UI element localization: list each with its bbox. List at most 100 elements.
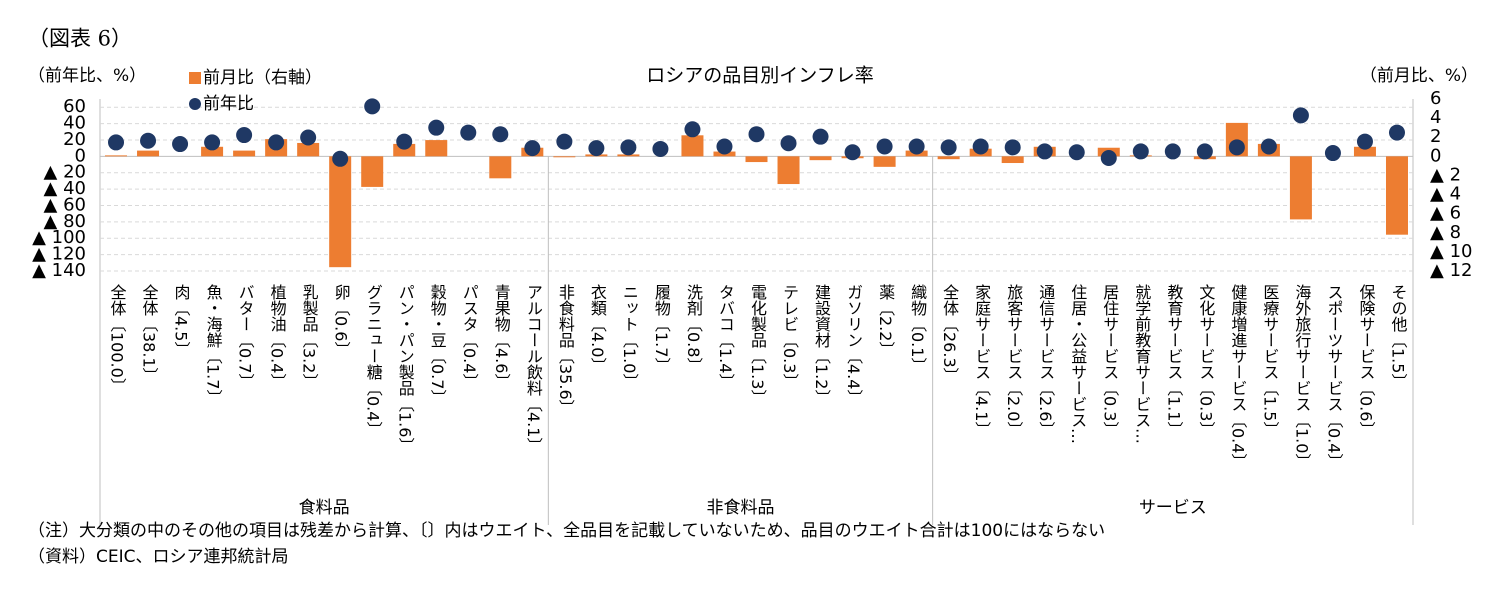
- dot: [108, 134, 125, 151]
- x-tick-label: テレビ〔0.3〕: [780, 284, 799, 389]
- bar: [873, 156, 896, 167]
- x-tick-label: 就学前教育サービス…: [1132, 284, 1151, 444]
- y2-tick-label: 2: [1430, 126, 1441, 147]
- y2-tick-label: ▲ 2: [1430, 164, 1461, 185]
- dot: [684, 121, 701, 138]
- x-tick-label: アルコール飲料〔4.1〕: [524, 284, 543, 453]
- dot: [812, 128, 829, 145]
- dot: [1388, 124, 1405, 141]
- note: （注）大分類の中のその他の項目は残差から計算、〔〕内はウエイト、全品目を記載して…: [28, 521, 1105, 541]
- x-tick-label: 建設資材〔1.2〕: [812, 284, 831, 405]
- x-tick-label: 全体〔38.1〕: [140, 284, 159, 384]
- dot: [300, 129, 317, 146]
- dot: [844, 144, 861, 161]
- x-tick-label: 海外旅行サービス〔1.0〕: [1292, 284, 1311, 469]
- x-tick-label: 保険サービス〔0.6〕: [1356, 284, 1375, 437]
- x-tick-label: スポーツサービス〔0.4〕: [1324, 284, 1343, 469]
- x-tick-label: 青果物〔4.6〕: [492, 284, 511, 389]
- x-tick-label: 電化製品〔1.3〕: [748, 284, 767, 405]
- group-label: 非食料品: [706, 498, 774, 518]
- x-tick-label: 居住サービス〔0.3〕: [1100, 284, 1119, 437]
- x-tick-label: グラニュー糖〔0.4〕: [364, 284, 383, 437]
- chart-title: ロシアの品目別インフレ率: [646, 65, 873, 87]
- dot: [524, 140, 541, 157]
- bar: [105, 155, 128, 157]
- dot: [1228, 139, 1245, 156]
- y2-tick-label: ▲ 12: [1430, 260, 1472, 281]
- bar: [1289, 156, 1312, 220]
- x-tick-label: 非食料品〔35.6〕: [556, 284, 575, 416]
- dot: [396, 133, 413, 150]
- y2-tick-label: ▲ 10: [1430, 241, 1472, 262]
- dot: [716, 138, 733, 155]
- y-tick-label: 40: [63, 113, 86, 134]
- dot: [1292, 107, 1309, 124]
- dot: [1324, 145, 1341, 162]
- bar: [681, 135, 704, 157]
- y2-tick-label: ▲ 4: [1430, 184, 1461, 205]
- x-tick-label: 健康増進サービス〔0.4〕: [1228, 284, 1247, 469]
- bar: [1001, 156, 1024, 164]
- dot: [748, 126, 765, 143]
- bar: [201, 146, 224, 157]
- x-tick-label: 洗剤〔0.8〕: [684, 284, 703, 373]
- bar: [553, 156, 576, 158]
- y-tick-label: ▲ 100: [32, 227, 86, 248]
- dot: [556, 133, 573, 150]
- x-tick-label: バター〔0.7〕: [236, 284, 255, 389]
- dot: [1356, 133, 1373, 150]
- dot: [940, 139, 957, 156]
- bar: [361, 156, 384, 187]
- x-tick-label: 肉〔4.5〕: [172, 284, 191, 357]
- x-tick-label: 履物〔1.7〕: [652, 284, 671, 373]
- dot: [428, 119, 445, 136]
- bar: [329, 156, 352, 268]
- group-label: 食料品: [299, 498, 350, 518]
- dot: [460, 124, 477, 141]
- dot: [1100, 149, 1117, 166]
- bar: [137, 150, 160, 157]
- dot: [1004, 139, 1021, 156]
- y2-tick-label: 4: [1430, 107, 1441, 128]
- y2-axis-label: （前月比、%）: [1360, 66, 1478, 86]
- y-tick-label: ▲ 20: [44, 162, 86, 183]
- x-tick-label: 通信サービス〔2.6〕: [1036, 284, 1055, 437]
- x-tick-label: 文化サービス〔0.3〕: [1196, 284, 1215, 437]
- y2-tick-label: ▲ 6: [1430, 203, 1461, 224]
- x-tick-label: パン・パン製品〔1.6〕: [396, 284, 415, 453]
- dot: [268, 134, 285, 151]
- dot: [204, 134, 221, 151]
- dot: [492, 126, 509, 143]
- bar: [809, 156, 832, 161]
- dot: [652, 140, 669, 157]
- dot: [172, 136, 189, 153]
- bar: [1385, 156, 1408, 235]
- dot: [1164, 143, 1181, 160]
- legend-swatch: [189, 72, 201, 84]
- x-tick-label: 家庭サービス〔4.1〕: [972, 284, 991, 437]
- dot: [364, 98, 381, 115]
- dot: [588, 140, 605, 157]
- legend-label: 前年比: [203, 94, 254, 114]
- bar: [777, 156, 800, 185]
- y2-tick-label: 0: [1430, 145, 1441, 166]
- dot: [1260, 138, 1277, 155]
- dot: [332, 150, 349, 167]
- x-tick-label: 薬〔2.2〕: [876, 284, 895, 357]
- note: （資料）CEIC、ロシア連邦統計局: [28, 547, 289, 567]
- dot: [1132, 143, 1149, 160]
- x-tick-label: パスタ〔0.4〕: [460, 284, 479, 389]
- bar: [297, 142, 320, 157]
- x-tick-label: 穀物・豆〔0.7〕: [428, 284, 447, 405]
- dot: [1036, 143, 1053, 160]
- y-tick-label: ▲ 80: [44, 211, 86, 232]
- y-tick-label: ▲ 60: [44, 194, 86, 215]
- bar: [937, 156, 960, 160]
- y-tick-label: 20: [63, 129, 86, 150]
- dot: [140, 132, 157, 149]
- bar: [745, 156, 768, 163]
- dot: [236, 127, 253, 144]
- x-tick-label: 魚・海鮮〔1.7〕: [204, 284, 223, 405]
- y2-tick-label: ▲ 8: [1430, 222, 1461, 243]
